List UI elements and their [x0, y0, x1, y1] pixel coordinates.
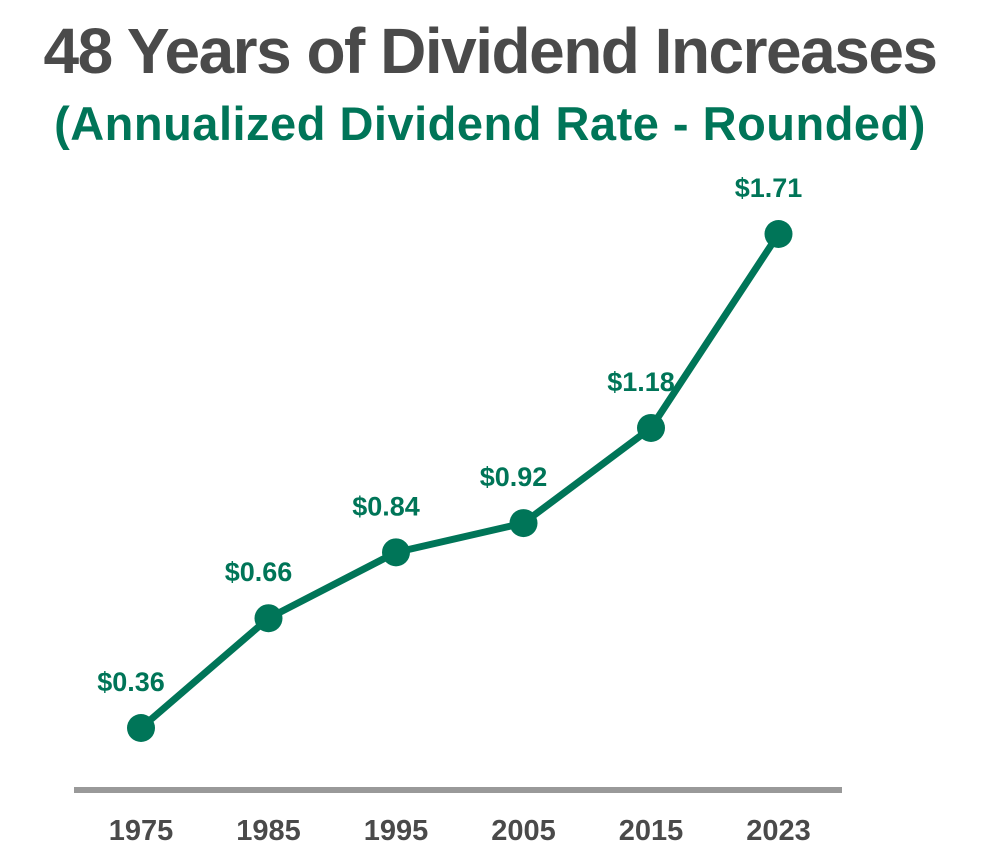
- x-tick-label-1995: 1995: [364, 815, 429, 847]
- data-label-1985: $0.66: [225, 557, 293, 587]
- data-label-1975: $0.36: [97, 667, 165, 697]
- data-label-2015: $1.18: [607, 367, 675, 397]
- data-point-2023: [764, 220, 793, 248]
- data-point-1975: [127, 714, 155, 742]
- x-tick-label-1975: 1975: [109, 815, 174, 847]
- data-point-1985: [254, 604, 283, 633]
- data-label-2023: $1.71: [735, 173, 803, 203]
- data-point-2015: [637, 413, 665, 442]
- data-label-2005: $0.92: [480, 462, 548, 492]
- data-point-1995: [382, 538, 410, 567]
- series-line: [137, 230, 782, 732]
- data-point-2005: [509, 509, 538, 538]
- x-tick-label-2015: 2015: [619, 815, 684, 847]
- x-tick-label-1985: 1985: [236, 815, 301, 847]
- x-tick-label-2023: 2023: [746, 815, 811, 847]
- chart-title: 48 Years of Dividend Increases: [43, 15, 939, 87]
- chart-subtitle: (Annualized Dividend Rate - Rounded): [54, 97, 926, 150]
- data-label-1995: $0.84: [352, 491, 420, 521]
- x-tick-label-2005: 2005: [491, 815, 556, 847]
